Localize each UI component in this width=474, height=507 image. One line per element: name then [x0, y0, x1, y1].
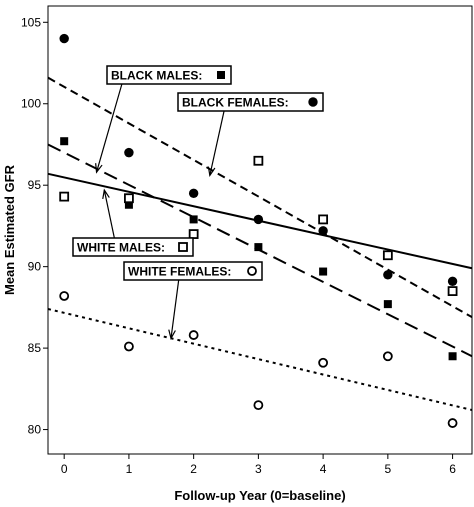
callout-white-females-marker [247, 266, 257, 276]
callout-white-males-label: WHITE MALES: [77, 241, 165, 255]
data-point-black-males [448, 352, 457, 361]
data-point-black-males [124, 200, 133, 209]
callout-black-males-marker [217, 71, 225, 79]
callout-black-females-box [177, 92, 324, 112]
y-tick-label: 100 [21, 97, 41, 111]
callout-white-males-arrowhead [102, 188, 110, 200]
callout-white-females-box [123, 261, 263, 281]
x-tick-label: 4 [320, 462, 327, 476]
data-point-black-males [383, 300, 392, 309]
data-point-white-males [382, 250, 393, 261]
callout-white-males-box [72, 237, 194, 257]
callout-white-males-marker [178, 242, 188, 252]
callout-white-males: WHITE MALES: [72, 188, 194, 257]
data-point-black-females [188, 188, 199, 199]
y-tick-label: 90 [28, 260, 42, 274]
callout-black-females-arrow [209, 110, 225, 176]
y-tick-label: 105 [21, 15, 41, 29]
callouts: BLACK MALES: BLACK FEMALES: WHITE MALES: WH… [72, 65, 324, 340]
callout-black-males-label: BLACK MALES: [111, 69, 202, 83]
callout-black-males-arrowhead [95, 163, 103, 174]
x-tick-label: 6 [449, 462, 456, 476]
trend-line-white-females [47, 308, 473, 411]
callout-black-males-arrow [95, 83, 123, 173]
callout-black-females-arrowhead [207, 166, 216, 178]
callout-black-males: BLACK MALES: [95, 65, 232, 174]
data-point-black-females [124, 147, 134, 158]
data-point-white-males [318, 214, 329, 225]
data-point-white-females [253, 400, 264, 411]
data-point-white-females [318, 357, 329, 368]
callout-white-females: WHITE FEMALES: [123, 261, 263, 340]
data-point-white-females [382, 351, 393, 362]
y-tick-label: 80 [28, 423, 42, 437]
data-point-white-males [447, 286, 458, 296]
x-tick-label: 0 [61, 462, 68, 476]
data-point-white-males [188, 229, 199, 239]
data-point-white-females [124, 341, 134, 352]
data-point-black-females [383, 270, 393, 280]
x-axis-label: Follow-up Year (0=baseline) [174, 488, 345, 503]
callout-black-males-box [106, 65, 232, 85]
data-point-white-males [124, 193, 134, 204]
data-point-white-females [447, 418, 458, 428]
data-point-black-females [318, 226, 328, 236]
callout-white-females-arrowhead [168, 329, 176, 340]
data-point-black-females [59, 33, 69, 44]
data-point-black-males [254, 243, 263, 252]
plot-frame [47, 5, 473, 455]
data-point-white-females [59, 291, 70, 301]
y-axis-label: Mean Estimated GFR [2, 164, 17, 295]
callout-white-females-arrow [170, 279, 180, 339]
callout-white-females-label: WHITE FEMALES: [128, 265, 231, 279]
axis-ticks: 0 1 2 3 4 5 6 80 85 90 95 100 105 [21, 15, 456, 476]
data-point-white-females [188, 330, 199, 340]
trend-line-black-females [47, 76, 473, 319]
data-point-black-males [60, 137, 69, 146]
callout-black-females-marker [308, 97, 318, 107]
data-point-white-males [253, 155, 264, 166]
data-point-black-males [319, 267, 328, 276]
callout-white-males-arrow [103, 189, 115, 239]
callout-black-females-label: BLACK FEMALES: [182, 96, 289, 110]
x-tick-label: 1 [126, 462, 133, 476]
x-tick-label: 2 [190, 462, 197, 476]
data-point-black-males [189, 215, 198, 224]
data-point-black-females [447, 276, 458, 287]
data-points [59, 33, 458, 428]
callout-black-females: BLACK FEMALES: [177, 92, 324, 178]
y-tick-label: 95 [28, 178, 42, 192]
x-tick-label: 5 [385, 462, 392, 476]
y-tick-label: 85 [28, 341, 42, 355]
data-point-black-females [253, 214, 264, 225]
data-point-white-males [59, 191, 70, 202]
x-tick-label: 3 [255, 462, 262, 476]
